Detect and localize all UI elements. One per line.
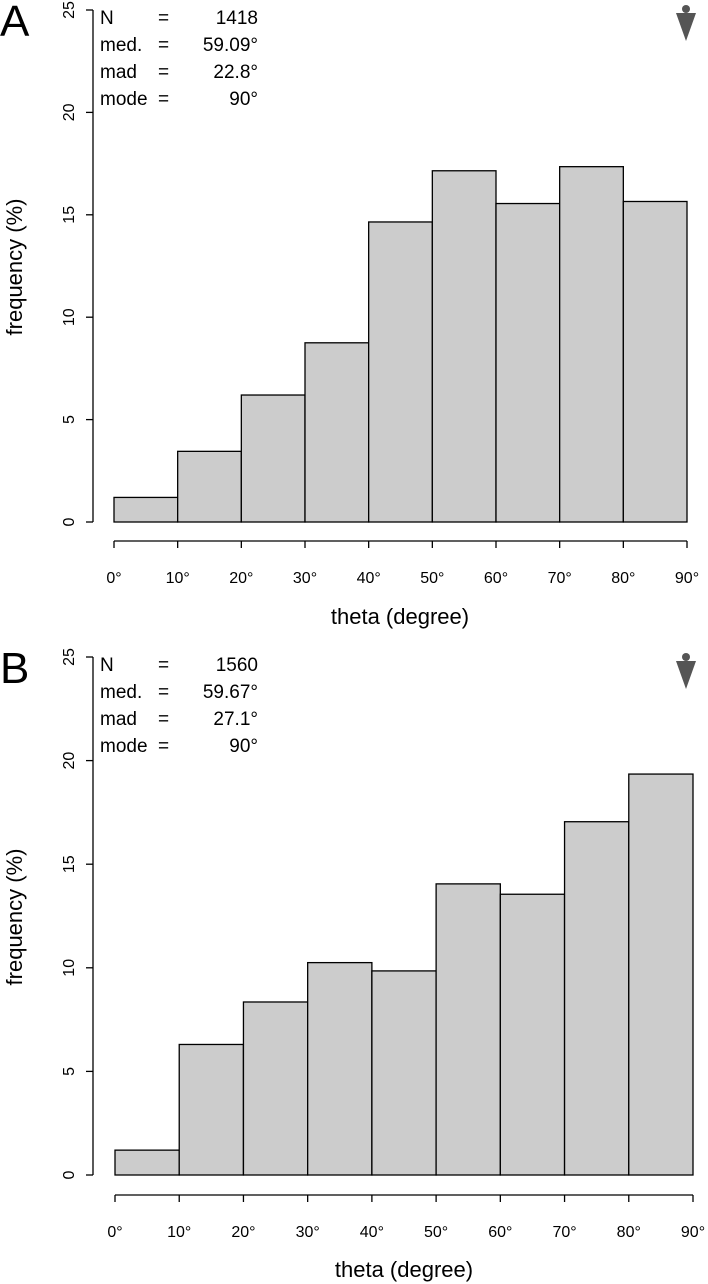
- histogram-bar: [622, 200, 688, 523]
- x-tick-label: 70°: [548, 570, 572, 587]
- y-tick-label: 5: [61, 1067, 78, 1076]
- y-tick-label: 25: [61, 1, 78, 19]
- stat-value: 1418: [216, 8, 258, 29]
- histogram-bar: [563, 821, 630, 1176]
- stat-row-mode: mode = 90°: [100, 89, 258, 110]
- y-tick-label: 0: [61, 517, 78, 526]
- stat-label: N: [100, 655, 114, 676]
- x-tick-label: 30°: [293, 570, 317, 587]
- x-tick-label: 0°: [106, 570, 121, 587]
- stat-label: mad: [100, 62, 137, 83]
- x-tick-label: 10°: [167, 1224, 191, 1241]
- stat-equals: =: [158, 682, 169, 703]
- x-tick-label: 50°: [420, 570, 444, 587]
- y-tick-label: 20: [61, 752, 78, 770]
- x-tick-label: 90°: [675, 570, 699, 587]
- stat-equals: =: [158, 89, 169, 110]
- stat-row-median: med. = 59.67°: [100, 682, 258, 703]
- stat-value: 59.09°: [203, 35, 258, 56]
- stat-equals: =: [158, 736, 169, 757]
- histogram-bar: [242, 1001, 309, 1176]
- y-tick-label: 25: [61, 648, 78, 666]
- histogram-bar: [368, 221, 433, 523]
- plot-area: 0 5 10 15 20 25 0° 10° 20° 30° 40° 50° 60° 70° 80° 90°: [61, 1, 699, 587]
- x-tick-label: 40°: [360, 1224, 384, 1241]
- stat-value: 22.8°: [213, 62, 258, 83]
- stat-value: 27.1°: [213, 709, 258, 730]
- stat-value: 90°: [229, 89, 258, 110]
- x-tick-label: 50°: [424, 1224, 448, 1241]
- panel-label: B: [0, 644, 29, 693]
- stat-label: mode: [100, 736, 148, 757]
- y-tick-label: 10: [61, 308, 78, 326]
- histogram-bar: [178, 1043, 245, 1176]
- y-tick-label: 15: [61, 206, 78, 224]
- x-axis-title: theta (degree): [331, 604, 469, 629]
- histogram-bar: [114, 1149, 180, 1176]
- x-tick-label: 10°: [166, 570, 190, 587]
- stat-label: mode: [100, 89, 148, 110]
- histogram-bar: [435, 883, 501, 1176]
- y-axis-title: frequency (%): [2, 849, 27, 986]
- x-tick-label: 80°: [617, 1224, 641, 1241]
- stat-label: mad: [100, 709, 137, 730]
- histogram-bar: [371, 970, 437, 1176]
- stats-box: N = 1560 med. = 59.67° mad = 27.1° mode …: [100, 655, 258, 757]
- y-tick-label: 10: [61, 959, 78, 977]
- histogram-bar: [499, 893, 566, 1176]
- stat-label: med.: [100, 682, 142, 703]
- panel-a: A frequency (%) theta (degree) N = 1418 …: [0, 0, 699, 629]
- stat-equals: =: [158, 62, 169, 83]
- y-tick-label: 0: [61, 1170, 78, 1179]
- stat-value: 90°: [229, 736, 258, 757]
- x-tick-label: 80°: [611, 570, 635, 587]
- stat-equals: =: [158, 655, 169, 676]
- histogram-bar: [304, 342, 370, 523]
- stat-label: med.: [100, 35, 142, 56]
- stat-label: N: [100, 8, 114, 29]
- arrow-down-person-icon: [676, 653, 696, 689]
- plot-area: 0 5 10 15 20 25 0° 10° 20° 30° 40° 50° 60° 70° 80° 90°: [61, 648, 705, 1241]
- histogram-bar: [177, 450, 242, 523]
- x-tick-label: 30°: [296, 1224, 320, 1241]
- stat-row-mad: mad = 27.1°: [100, 709, 258, 730]
- stat-equals: =: [158, 8, 169, 29]
- y-tick-label: 20: [61, 103, 78, 121]
- x-tick-label: 20°: [231, 1224, 255, 1241]
- stat-value: 1560: [216, 655, 258, 676]
- histogram-bar: [113, 496, 179, 523]
- histogram-bar: [559, 166, 624, 523]
- stats-box: N = 1418 med. = 59.09° mad = 22.8° mode …: [100, 8, 258, 110]
- stat-equals: =: [158, 35, 169, 56]
- x-tick-label: 40°: [357, 570, 381, 587]
- x-tick-label: 60°: [488, 1224, 512, 1241]
- histogram-bar: [495, 202, 561, 523]
- arrow-down-person-icon: [676, 5, 696, 41]
- histogram-bar: [307, 961, 373, 1176]
- stat-row-n: N = 1418: [100, 8, 258, 29]
- panel-b: B frequency (%) theta (degree) N = 1560 …: [0, 644, 705, 1282]
- histogram-bar: [628, 773, 694, 1176]
- stat-row-n: N = 1560: [100, 655, 258, 676]
- x-axis-title: theta (degree): [335, 1257, 473, 1282]
- stat-value: 59.67°: [203, 682, 258, 703]
- histogram-bar: [431, 170, 497, 523]
- x-tick-label: 90°: [681, 1224, 705, 1241]
- x-tick-label: 70°: [552, 1224, 576, 1241]
- y-tick-label: 15: [61, 855, 78, 873]
- x-tick-label: 60°: [484, 570, 508, 587]
- panel-label: A: [0, 0, 30, 46]
- stat-row-median: med. = 59.09°: [100, 35, 258, 56]
- y-tick-label: 5: [61, 415, 78, 424]
- x-tick-label: 0°: [107, 1224, 122, 1241]
- stat-row-mode: mode = 90°: [100, 736, 258, 757]
- stat-row-mad: mad = 22.8°: [100, 62, 258, 83]
- x-tick-label: 20°: [229, 570, 253, 587]
- histogram-bar: [240, 394, 306, 523]
- y-axis-title: frequency (%): [2, 199, 27, 336]
- stat-equals: =: [158, 709, 169, 730]
